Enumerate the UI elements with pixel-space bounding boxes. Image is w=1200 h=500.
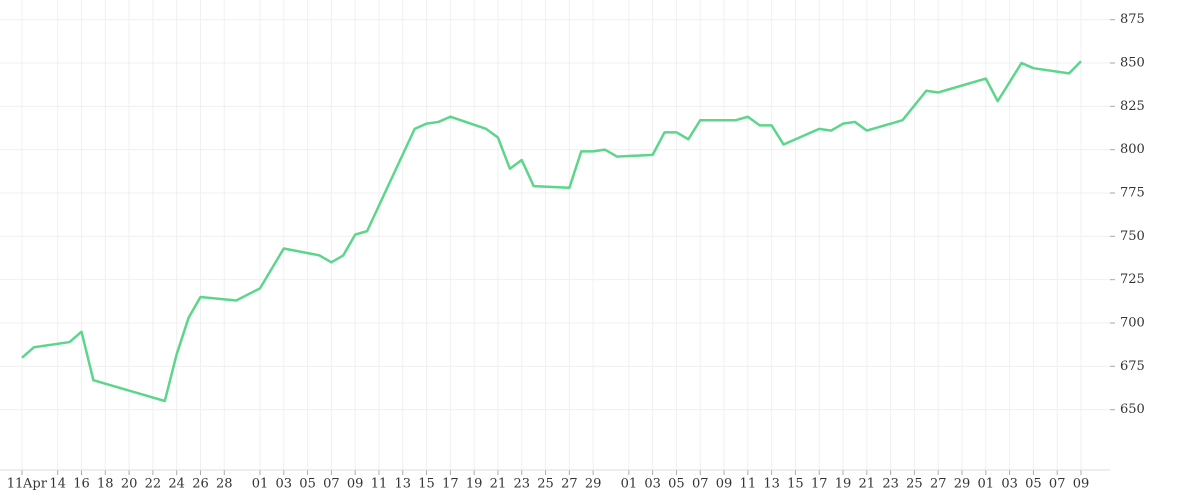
y-tick-label: 800 bbox=[1120, 142, 1145, 157]
x-tick-label: 07 bbox=[323, 477, 340, 492]
x-tick-label: 19 bbox=[466, 477, 483, 492]
x-tick-label: 13 bbox=[763, 477, 780, 492]
x-tick-label: 24 bbox=[168, 477, 185, 492]
y-tick-label: 750 bbox=[1120, 229, 1145, 244]
y-tick-label: 825 bbox=[1120, 99, 1145, 114]
x-tick-label: 05 bbox=[668, 477, 685, 492]
x-tick-label: 07 bbox=[1049, 477, 1066, 492]
x-tick-label: 21 bbox=[490, 477, 507, 492]
x-tick-label: 14 bbox=[49, 477, 66, 492]
x-tick-label: 03 bbox=[1001, 477, 1018, 492]
x-tick-label: 26 bbox=[192, 477, 209, 492]
price-line bbox=[21, 60, 1082, 403]
x-tick-label: 05 bbox=[299, 477, 316, 492]
x-tick-label: 27 bbox=[561, 477, 578, 492]
x-tick-label: 29 bbox=[954, 477, 971, 492]
x-tick-label: 03 bbox=[276, 477, 293, 492]
x-tick-label: 15 bbox=[787, 477, 804, 492]
x-tick-label: 17 bbox=[811, 477, 828, 492]
x-tick-label: 25 bbox=[906, 477, 923, 492]
x-tick-label: 01 bbox=[621, 477, 638, 492]
x-tick-label: 27 bbox=[930, 477, 947, 492]
x-tick-label: 17 bbox=[442, 477, 459, 492]
x-tick-label: 03 bbox=[644, 477, 661, 492]
x-tick-label: 22 bbox=[145, 477, 162, 492]
x-tick-label: 16 bbox=[73, 477, 90, 492]
x-tick-label: 01 bbox=[252, 477, 269, 492]
y-tick-label: 875 bbox=[1120, 12, 1145, 27]
y-tick-label: 775 bbox=[1120, 186, 1145, 201]
x-tick-label: 09 bbox=[1073, 477, 1090, 492]
x-tick-label: 28 bbox=[216, 477, 233, 492]
x-tick-label: 19 bbox=[835, 477, 852, 492]
x-tick-label: 23 bbox=[882, 477, 899, 492]
x-month-label: Apr bbox=[22, 477, 48, 492]
x-tick-label: 09 bbox=[347, 477, 364, 492]
x-tick-label: 29 bbox=[585, 477, 602, 492]
x-tick-label: 05 bbox=[1025, 477, 1042, 492]
x-tick-label: 01 bbox=[978, 477, 995, 492]
x-tick-label: 13 bbox=[394, 477, 411, 492]
y-tick-label: 725 bbox=[1120, 272, 1145, 287]
y-tick-label: 675 bbox=[1120, 359, 1145, 374]
x-tick-label: 23 bbox=[513, 477, 530, 492]
x-tick-label: 15 bbox=[418, 477, 435, 492]
y-tick-label: 700 bbox=[1120, 316, 1145, 331]
x-tick-label: 20 bbox=[121, 477, 138, 492]
x-tick-label: 21 bbox=[859, 477, 876, 492]
x-tick-label: 25 bbox=[537, 477, 554, 492]
x-tick-label: 11 bbox=[7, 477, 24, 492]
x-tick-label: 11 bbox=[371, 477, 388, 492]
y-tick-label: 850 bbox=[1120, 56, 1145, 71]
y-tick-label: 650 bbox=[1120, 402, 1145, 417]
x-tick-label: 09 bbox=[716, 477, 733, 492]
x-tick-label: 18 bbox=[97, 477, 114, 492]
x-tick-label: 07 bbox=[692, 477, 709, 492]
x-tick-label: 11 bbox=[740, 477, 757, 492]
